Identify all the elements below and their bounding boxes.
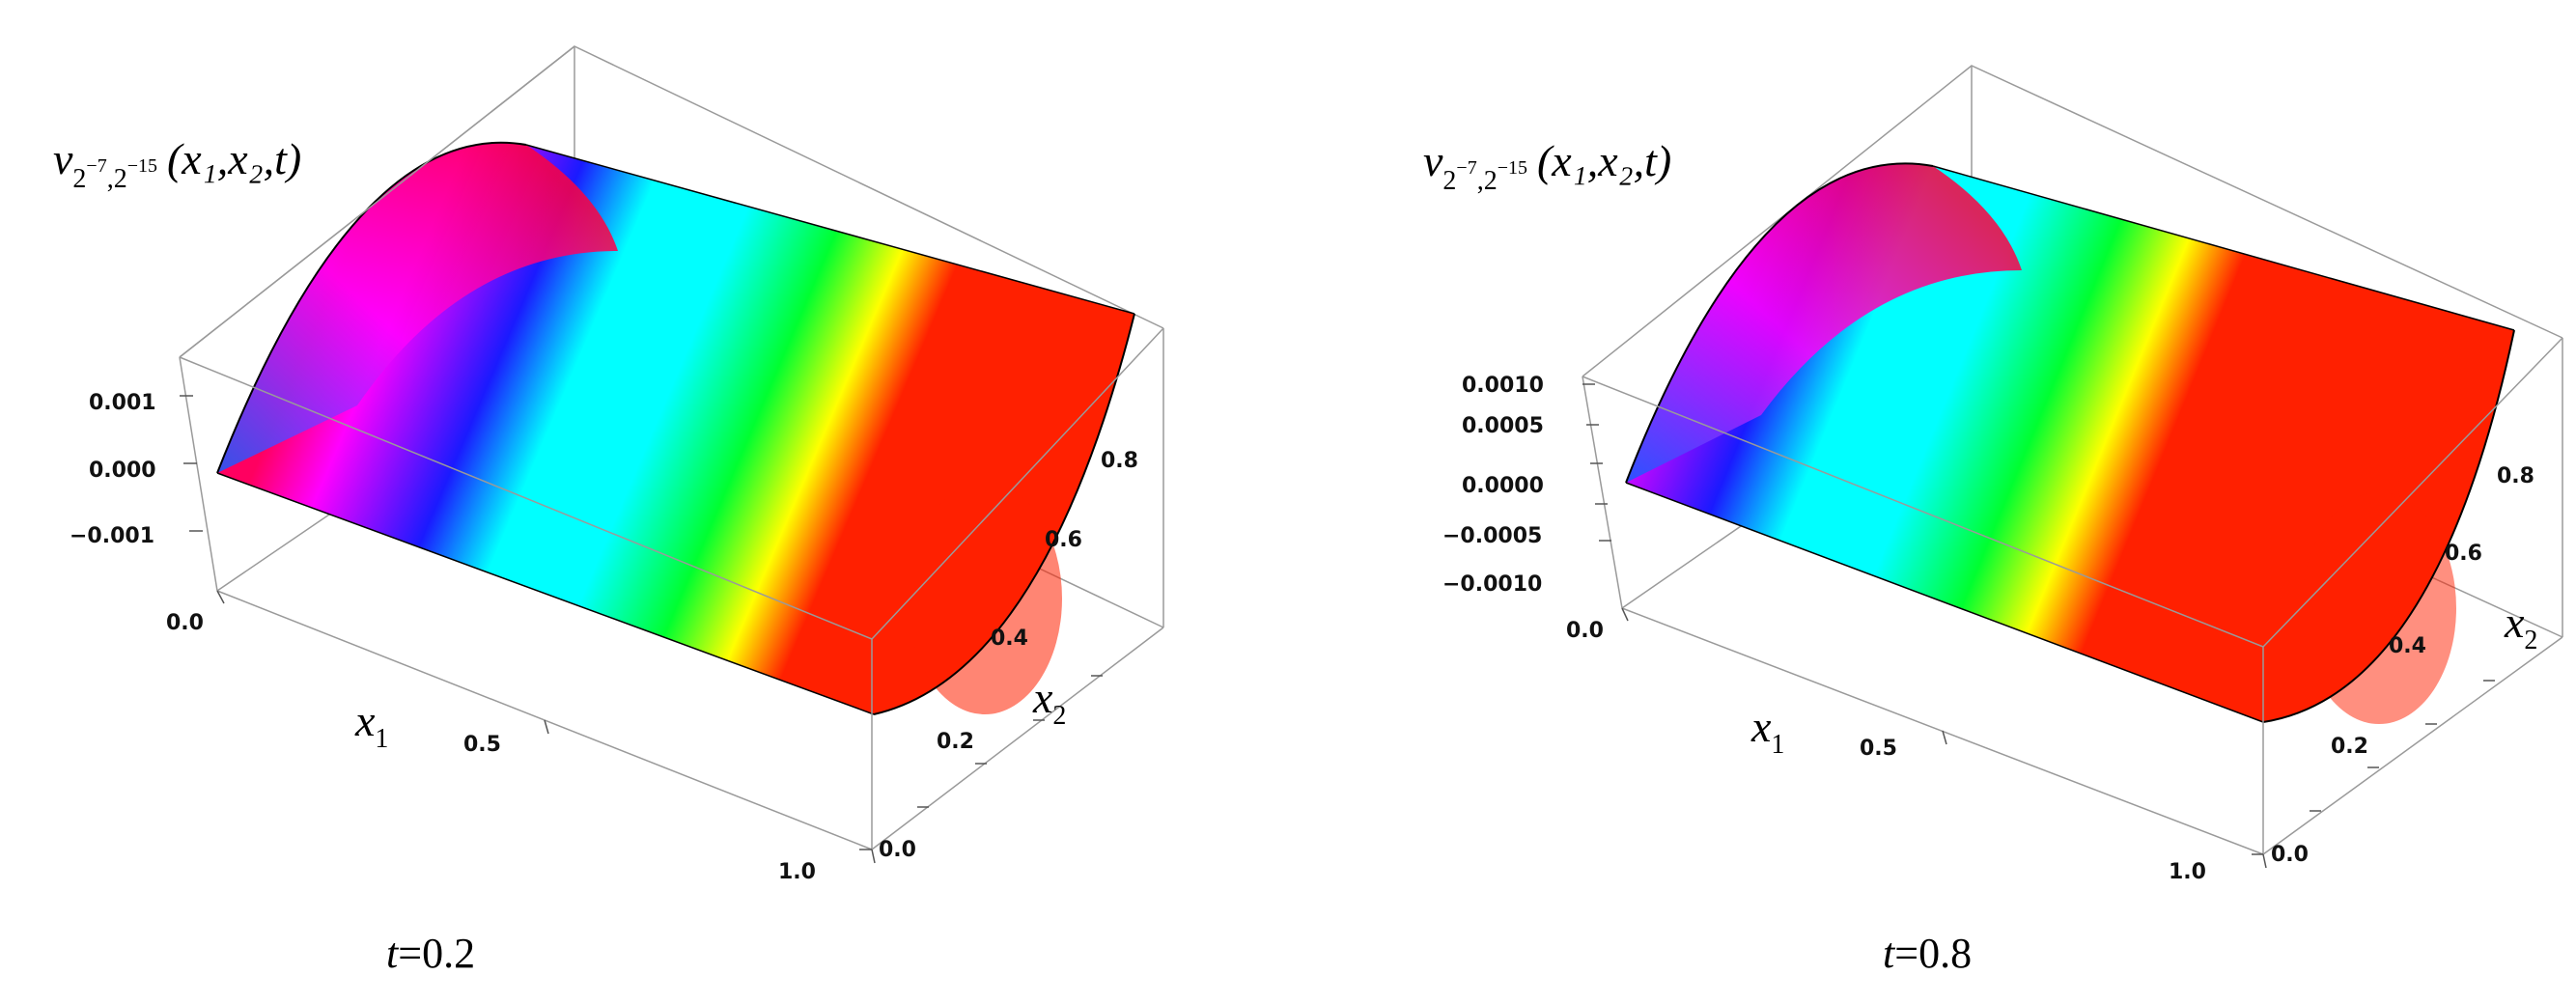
- y-tick-label: 0.8: [1101, 449, 1138, 473]
- x-axis-label: x1: [354, 696, 388, 754]
- surface-plot-1: 0.001 0.000 −0.001 0.0 0.5 1.0 0.0 0.2 0…: [53, 45, 1164, 977]
- x-tick-label: 1.0: [778, 860, 816, 884]
- chart-panel-2: 0.0010 0.0005 0.0000 −0.0005 −0.0010 0.0…: [1288, 0, 2576, 1003]
- chart-panel-1: 0.001 0.000 −0.001 0.0 0.5 1.0 0.0 0.2 0…: [53, 45, 1164, 977]
- z-tick-label: 0.001: [89, 391, 156, 415]
- y-axis-label: x2: [1032, 673, 1066, 731]
- x-tick-label: 0.0: [1566, 619, 1604, 643]
- x-tick-label: 1.0: [2169, 860, 2206, 884]
- y-tick-label: 0.0: [879, 838, 916, 862]
- x-tick-label: 0.0: [166, 611, 204, 635]
- tick-marks: [180, 395, 1103, 864]
- z-tick-label: −0.001: [70, 524, 154, 548]
- y-tick-label: 0.4: [2389, 634, 2426, 658]
- time-caption: t=0.2: [386, 930, 475, 977]
- z-axis-label: v2−7,2−15 (x₁,x₂,t): [53, 134, 301, 194]
- x-axis-label: x1: [1750, 702, 1784, 760]
- z-tick-label: −0.0005: [1442, 524, 1542, 548]
- z-tick-label: 0.0010: [1462, 374, 1544, 398]
- y-tick-label: 0.0: [2271, 843, 2309, 867]
- y-tick-label: 0.4: [991, 627, 1028, 651]
- surface-2: [1625, 162, 2515, 724]
- z-tick-label: 0.0005: [1462, 414, 1544, 438]
- z-tick-label: 0.0000: [1462, 474, 1544, 498]
- x-tick-label: 0.5: [1860, 737, 1897, 761]
- y-tick-label: 0.6: [2445, 542, 2482, 566]
- z-tick-label: 0.000: [89, 459, 156, 483]
- y-tick-label: 0.2: [2331, 735, 2368, 759]
- z-tick-label: −0.0010: [1442, 572, 1542, 597]
- x-tick-label: 0.5: [463, 733, 501, 757]
- y-tick-label: 0.8: [2497, 464, 2534, 488]
- y-tick-label: 0.2: [937, 730, 974, 754]
- time-caption: t=0.8: [1883, 930, 1972, 977]
- tick-marks: [1582, 383, 2495, 869]
- surface-plot-2: 0.0010 0.0005 0.0000 −0.0005 −0.0010 0.0…: [1423, 65, 2563, 977]
- surface-1: [216, 141, 1135, 715]
- y-axis-label: x2: [2504, 598, 2537, 655]
- y-tick-label: 0.6: [1045, 528, 1082, 552]
- z-axis-label: v2−7,2−15 (x₁,x₂,t): [1423, 136, 1671, 196]
